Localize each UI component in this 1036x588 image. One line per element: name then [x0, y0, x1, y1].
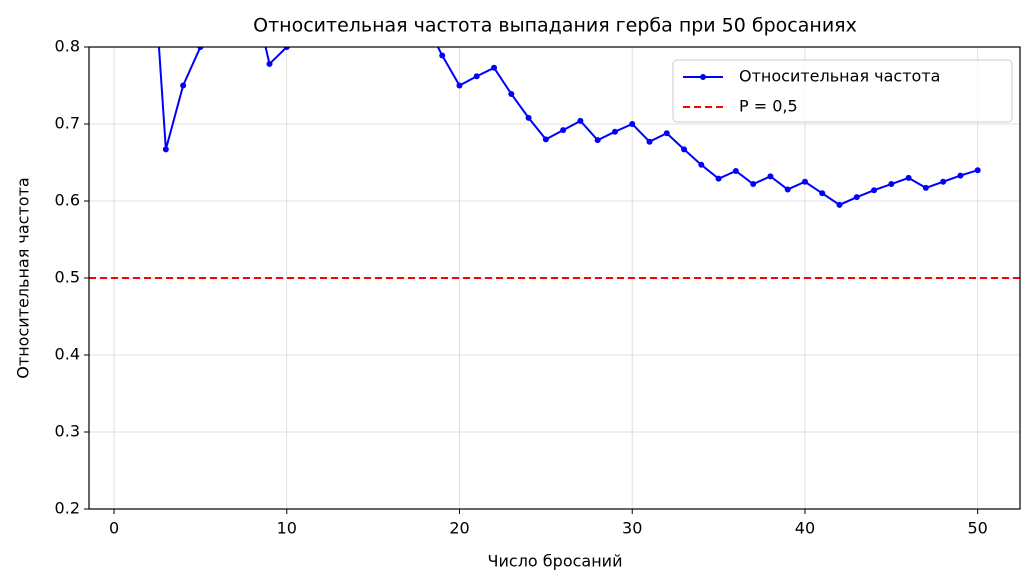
y-tick-label: 0.5	[55, 268, 80, 287]
data-point	[940, 178, 947, 185]
data-point	[508, 90, 515, 97]
data-point	[577, 117, 584, 124]
data-point	[197, 47, 204, 50]
legend-marker	[700, 74, 706, 80]
data-point	[560, 127, 567, 134]
data-point	[750, 181, 757, 188]
data-point	[698, 161, 705, 168]
data-point	[905, 174, 912, 181]
y-tick-label: 0.2	[55, 499, 80, 518]
data-point	[784, 186, 791, 193]
x-axis-label: Число бросаний	[488, 552, 623, 571]
data-point	[473, 73, 480, 80]
y-tick-label: 0.7	[55, 114, 80, 133]
data-point	[525, 114, 532, 121]
data-point	[767, 173, 774, 180]
data-point	[871, 187, 878, 194]
data-point	[283, 47, 290, 50]
data-point	[180, 82, 187, 89]
data-point	[611, 128, 618, 135]
data-point	[594, 137, 601, 144]
x-tick-label: 0	[109, 519, 119, 538]
x-tick-label: 30	[622, 519, 642, 538]
y-tick-label: 0.6	[55, 191, 80, 210]
axes: 0 10 20 30 40 50 0.2 0.3 0.4 0.5 0.6 0.7 0.8	[55, 37, 988, 538]
data-point	[801, 178, 808, 185]
data-point	[439, 52, 446, 59]
data-point	[732, 167, 739, 174]
x-tick-label: 50	[968, 519, 988, 538]
plot-area	[89, 0, 1020, 279]
data-point	[629, 121, 636, 127]
data-point	[232, 0, 238, 6]
data-point	[715, 175, 722, 182]
y-tick-label: 0.4	[55, 345, 80, 364]
legend-label: P = 0,5	[739, 97, 798, 116]
data-point	[266, 60, 273, 67]
data-point	[957, 172, 964, 179]
data-point	[646, 138, 653, 145]
data-point	[542, 136, 549, 143]
x-tick-label: 10	[277, 519, 297, 538]
legend: Относительная частота P = 0,5	[672, 59, 1013, 123]
data-point	[162, 146, 169, 153]
data-point	[853, 194, 860, 201]
data-point	[456, 82, 463, 89]
data-point	[215, 19, 221, 25]
y-tick-label: 0.8	[55, 37, 80, 56]
data-point	[491, 64, 498, 71]
data-line	[157, 47, 978, 206]
data-point	[663, 130, 670, 137]
y-tick-label: 0.3	[55, 422, 80, 441]
data-point	[353, 0, 359, 6]
x-tick-label: 20	[449, 519, 469, 538]
data-point	[922, 184, 929, 191]
data-point	[974, 167, 981, 174]
data-point	[681, 146, 688, 153]
chart-title: Относительная частота выпадания герба пр…	[253, 15, 857, 37]
y-axis-label: Относительная частота	[14, 177, 33, 378]
data-point	[819, 190, 826, 197]
legend-label: Относительная частота	[739, 67, 940, 86]
data-point	[888, 181, 895, 188]
x-tick-label: 40	[795, 519, 815, 538]
legend-box	[672, 59, 1013, 123]
data-point	[836, 201, 843, 208]
